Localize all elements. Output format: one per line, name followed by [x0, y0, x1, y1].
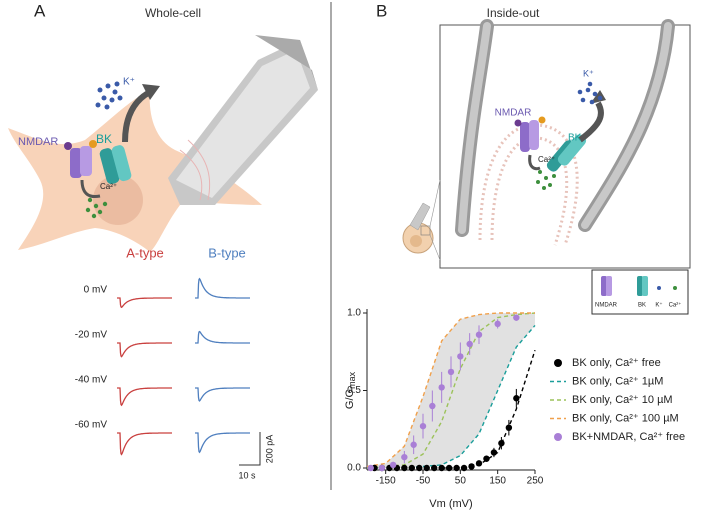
x-tick-label: 150 [489, 476, 506, 487]
legend-label: BK+NMDAR, Ca²⁺ free [572, 431, 685, 443]
current-trace [117, 387, 172, 407]
shaded-range [367, 313, 535, 468]
data-point [513, 314, 520, 321]
panel-label: A [34, 1, 46, 20]
icon-legend-label: BK [638, 303, 646, 309]
x-tick-label: 50 [455, 476, 467, 487]
y-tick-label: 0.0 [347, 463, 361, 474]
x-axis-label: Vm (mV) [429, 498, 472, 510]
data-point [367, 464, 374, 472]
data-point [401, 453, 408, 461]
data-point [431, 464, 438, 472]
calcium-label: Ca²⁺ [100, 182, 117, 191]
traces [117, 277, 250, 456]
data-point [505, 424, 513, 431]
current-trace [117, 297, 172, 309]
cell-schematic [8, 35, 318, 252]
calcium-label: Ca²⁺ [538, 155, 555, 164]
chart: 0.0 0.5 1.0 -150 -50 50 150 250 Vm (mV) G/Gmax BK … [344, 308, 685, 510]
voltage-label: -20 mV [75, 330, 108, 341]
legend-marker [554, 359, 562, 367]
voltage-label: -60 mV [75, 420, 108, 431]
icon-legend-label: K⁺ [655, 302, 662, 309]
voltage-label: 0 mV [84, 285, 108, 296]
fit-line [366, 312, 535, 468]
y-axis-label-sub: max [347, 371, 357, 389]
data-point [416, 464, 423, 472]
b-type-title: B-type [208, 245, 246, 260]
y-axis-label-main: G/G [344, 389, 356, 409]
bk-label: BK [96, 132, 112, 146]
data-point [401, 464, 408, 472]
legend-label: BK only, Ca²⁺ 10 µM [572, 394, 673, 406]
data-point [483, 455, 490, 462]
bk-label: BK [568, 133, 582, 144]
panel-label: B [376, 1, 387, 20]
icon-legend-label: NMDAR [595, 303, 618, 309]
data-point [475, 331, 483, 338]
scale-bar [239, 432, 261, 466]
y-axis-label: G/Gmax [344, 371, 357, 409]
x-tick-label: 250 [527, 476, 544, 487]
legend-marker [554, 433, 562, 441]
data-point [429, 402, 436, 410]
data-point [447, 368, 455, 376]
data-point [475, 460, 483, 467]
potassium-label: K⁺ [123, 77, 135, 88]
legend-label: BK only, Ca²⁺ 1µM [572, 375, 663, 387]
current-trace [117, 342, 172, 358]
data-point [410, 441, 417, 448]
data-point [457, 353, 464, 360]
data-point [468, 463, 475, 470]
current-trace [195, 330, 250, 344]
legend-label: BK only, Ca²⁺ 100 µM [572, 412, 679, 424]
a-type-title: A-type [126, 245, 164, 260]
icon-legend [591, 269, 689, 315]
data-point [498, 440, 505, 447]
data-point [453, 464, 460, 472]
current-trace [195, 277, 250, 299]
data-point [389, 461, 397, 469]
current-trace [195, 387, 250, 402]
data-point [513, 395, 520, 402]
inside-out-schematic [402, 19, 691, 269]
scale-current: 200 pA [264, 435, 274, 464]
y-tick-label: 1.0 [347, 308, 361, 319]
current-trace [195, 432, 250, 454]
x-tick-label: -50 [416, 476, 431, 487]
data-point [378, 464, 386, 472]
data-point [438, 464, 445, 472]
data-point [423, 464, 430, 472]
data-point [466, 340, 473, 348]
panel-title: Whole-cell [145, 6, 201, 20]
current-trace [117, 432, 172, 456]
data-point [494, 320, 501, 328]
data-point [438, 384, 445, 391]
data-point [408, 464, 415, 472]
voltage-label: -40 mV [75, 375, 108, 386]
panel-title: Inside-out [487, 6, 540, 20]
icon-legend-label: Ca²⁺ [669, 302, 682, 309]
data-point [419, 422, 427, 430]
x-tick-label: -150 [376, 476, 396, 487]
data-point [490, 449, 498, 456]
data-point [460, 464, 468, 472]
potassium-label: K⁺ [583, 68, 594, 78]
nmdar-label: NMDAR [495, 108, 532, 119]
legend-label: BK only, Ca²⁺ free [572, 357, 661, 369]
y-tick-label: 0.5 [347, 385, 361, 396]
data-point [445, 464, 453, 472]
scale-time: 10 s [238, 470, 256, 480]
nmdar-label: NMDAR [18, 136, 58, 148]
